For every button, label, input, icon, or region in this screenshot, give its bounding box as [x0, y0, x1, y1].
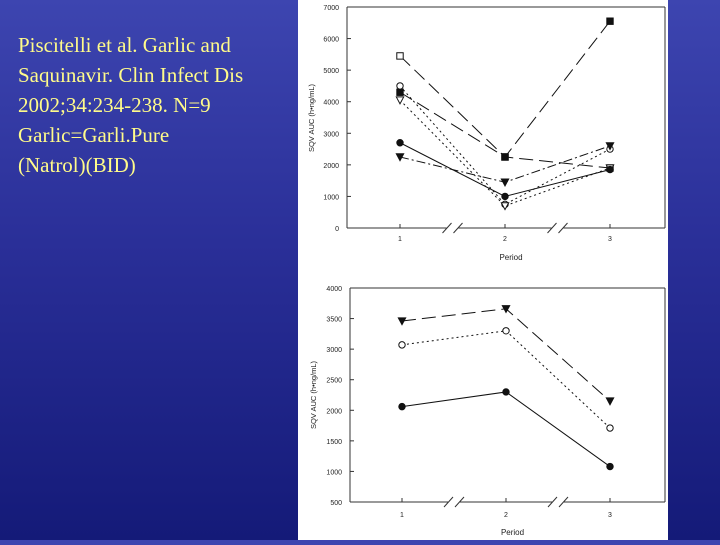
data-point — [396, 139, 404, 147]
y-tick-label: 4000 — [323, 100, 339, 107]
data-point — [395, 96, 405, 105]
data-point — [398, 341, 406, 349]
x-axis-title: Period — [501, 528, 524, 537]
citation-text: Piscitelli et al. Garlic and Saquinavir.… — [18, 30, 303, 180]
series-line — [399, 55, 611, 169]
series-line — [399, 20, 611, 158]
citation-line: 2002;34:234-238. N=9 — [18, 93, 211, 117]
data-point — [396, 52, 404, 60]
y-tick-label: 1000 — [323, 194, 339, 201]
data-point — [606, 17, 614, 25]
chart-2: 500 1000 1500 2000 2500 3000 3500 4000 1 2 3 Period… — [309, 286, 666, 537]
series-line — [401, 308, 611, 402]
y-tick-label: 2500 — [326, 378, 342, 385]
x-tick-label: 2 — [504, 512, 508, 519]
series-line — [401, 391, 611, 467]
axis-break-mark — [454, 496, 465, 508]
y-tick-label: 3500 — [326, 317, 342, 324]
data-point — [502, 327, 510, 335]
x-tick-label: 3 — [608, 512, 612, 519]
y-axis-title: SQV AUC (h•ng/mL) — [309, 360, 318, 429]
y-tick-label: 7000 — [323, 5, 339, 12]
y-tick-label: 2000 — [323, 163, 339, 170]
data-point — [606, 165, 614, 174]
x-tick-label: 3 — [608, 236, 612, 243]
y-tick-label: 3000 — [323, 131, 339, 138]
x-tick-label: 1 — [398, 236, 402, 243]
citation-line: (Natrol)(BID) — [18, 153, 136, 177]
y-tick-label: 1000 — [326, 469, 342, 476]
citation-line: Piscitelli et al. Garlic and — [18, 33, 231, 57]
data-point — [396, 88, 404, 96]
figure-panel: 0 1000 2000 3000 4000 5000 6000 7000 1 2 3 Period SQ… — [298, 0, 668, 540]
x-tick-label: 2 — [503, 236, 507, 243]
series-line — [399, 145, 611, 183]
data-point — [396, 82, 404, 90]
data-point — [397, 317, 407, 326]
x-tick-label: 1 — [400, 512, 404, 519]
y-tick-label: 3000 — [326, 347, 342, 354]
y-tick-label: 1500 — [326, 439, 342, 446]
axis-break-mark — [547, 496, 558, 508]
y-tick-label: 2000 — [326, 408, 342, 415]
data-point — [605, 142, 615, 151]
data-point — [501, 305, 511, 314]
y-tick-label: 500 — [330, 500, 342, 507]
y-tick-label: 4000 — [326, 286, 342, 293]
axis-break-mark — [443, 496, 454, 508]
y-axis-title: SQV AUC (h•ng/mL) — [307, 83, 316, 152]
data-point — [500, 202, 510, 211]
data-point — [501, 153, 509, 161]
axis-break-mark — [442, 222, 452, 234]
data-point — [501, 192, 509, 201]
chart-1: 0 1000 2000 3000 4000 5000 6000 7000 1 2 3 Period SQ… — [307, 5, 666, 262]
citation-line: Garlic=Garli.Pure — [18, 123, 170, 147]
data-point — [606, 424, 614, 432]
data-point — [606, 462, 614, 471]
axis-break-mark — [547, 222, 557, 234]
data-point — [500, 178, 510, 187]
axis-break-mark — [558, 222, 568, 234]
x-axis-title: Period — [499, 253, 522, 262]
series-line — [401, 330, 611, 429]
y-tick-label: 6000 — [323, 37, 339, 44]
axis-break-mark — [453, 222, 463, 234]
y-tick-label: 0 — [335, 226, 339, 233]
series-line — [399, 142, 611, 197]
charts-svg: 0 1000 2000 3000 4000 5000 6000 7000 1 2 3 Period SQ… — [307, 5, 666, 537]
data-point — [395, 153, 405, 162]
data-point — [398, 402, 406, 411]
citation-line: Saquinavir. Clin Infect Dis — [18, 63, 244, 87]
data-point — [502, 388, 510, 396]
data-point — [605, 397, 615, 406]
axis-break-mark — [558, 496, 569, 508]
y-tick-label: 5000 — [323, 68, 339, 75]
series-line — [399, 99, 611, 207]
